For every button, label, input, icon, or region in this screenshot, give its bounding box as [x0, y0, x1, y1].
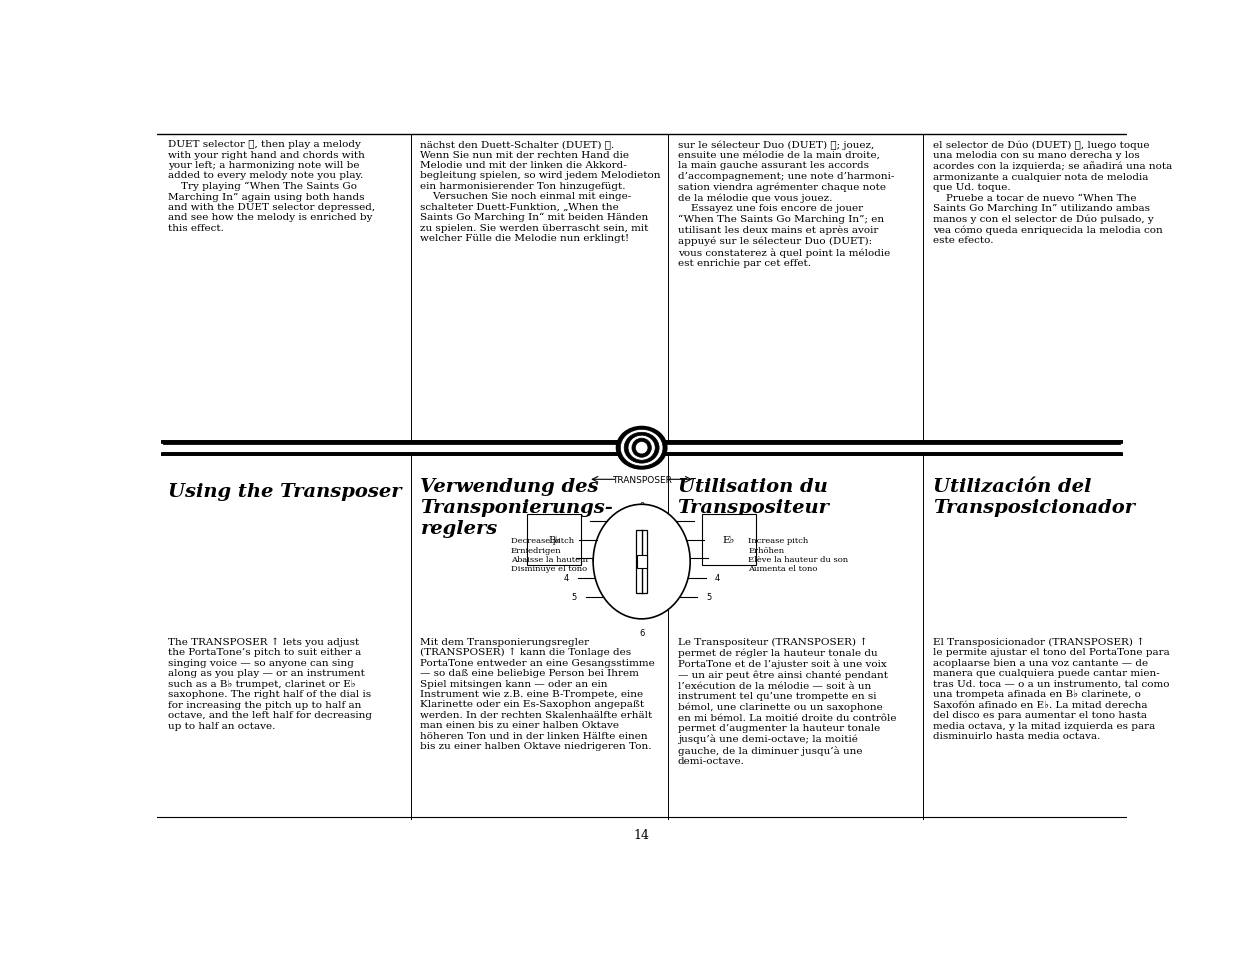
Text: 5: 5 — [572, 593, 577, 601]
Text: 14: 14 — [634, 828, 650, 841]
Text: sur le sélecteur Duo (DUET) ④; jouez,
ensuite une mélodie de la main droite,
la : sur le sélecteur Duo (DUET) ④; jouez, en… — [677, 140, 894, 268]
Text: el selector de Dúo (DUET) ④, luego toque
una melodia con su mano derecha y los
a: el selector de Dúo (DUET) ④, luego toque… — [933, 140, 1172, 245]
Text: 8: 8 — [639, 444, 645, 453]
Text: DUET selector ④, then play a melody
with your right hand and chords with
your le: DUET selector ④, then play a melody with… — [168, 140, 376, 233]
Ellipse shape — [616, 427, 667, 470]
Ellipse shape — [625, 433, 659, 464]
Text: 2: 2 — [712, 536, 719, 544]
Ellipse shape — [629, 436, 655, 460]
Text: Utilisation du
Transpositeur: Utilisation du Transpositeur — [677, 477, 829, 517]
Text: 3: 3 — [716, 554, 722, 563]
Ellipse shape — [635, 442, 649, 455]
Text: Decrease pitch
Erniedrigen
Abaisse la hauteur du son
Disminuye el tono: Decrease pitch Erniedrigen Abaisse la ha… — [511, 537, 620, 573]
Text: Increase pitch
Erhöhen
Elève la hauteur du son
Aumenta el tono: Increase pitch Erhöhen Elève la hauteur … — [749, 537, 849, 573]
Text: 4: 4 — [563, 574, 568, 582]
Text: El Transposicionador (TRANSPOSER) ↑
le permite ajustar el tono del PortaTone par: El Transposicionador (TRANSPOSER) ↑ le p… — [933, 637, 1169, 740]
Text: 5: 5 — [706, 593, 711, 601]
Text: 3: 3 — [561, 554, 567, 563]
Text: Utilización del
Transposicionador: Utilización del Transposicionador — [933, 477, 1134, 517]
Text: Mit dem Transponierungsregler
(TRANSPOSER) ↑ kann die Tonlage des
PortaTone entw: Mit dem Transponierungsregler (TRANSPOSE… — [421, 637, 655, 750]
Bar — [637, 556, 646, 569]
Text: 2: 2 — [565, 536, 571, 544]
Text: TRANSPOSER: TRANSPOSER — [612, 476, 671, 485]
Text: 0: 0 — [639, 501, 645, 510]
Bar — [636, 531, 647, 593]
Ellipse shape — [593, 505, 690, 619]
Text: E♭: E♭ — [722, 536, 735, 544]
Text: 4: 4 — [715, 574, 720, 582]
Text: The TRANSPOSER ↑ lets you adjust
the PortaTone’s pitch to suit either a
singing : The TRANSPOSER ↑ lets you adjust the Por… — [168, 637, 372, 730]
Ellipse shape — [620, 430, 664, 467]
Text: 1: 1 — [702, 517, 707, 526]
Text: 6: 6 — [639, 628, 645, 637]
Text: Verwendung des
Transponierungs-
reglers: Verwendung des Transponierungs- reglers — [421, 477, 613, 537]
Ellipse shape — [632, 438, 651, 457]
Text: nächst den Duett-Schalter (DUET) ④.
Wenn Sie nun mit der rechten Hand die
Melodi: nächst den Duett-Schalter (DUET) ④. Wenn… — [421, 140, 661, 243]
Text: Le Transpositeur (TRANSPOSER) ↑
permet de régler la hauteur tonale du
PortaTone : Le Transpositeur (TRANSPOSER) ↑ permet d… — [677, 637, 896, 765]
Text: B♭: B♭ — [548, 536, 561, 544]
Text: Using the Transposer: Using the Transposer — [168, 483, 402, 500]
Text: 1: 1 — [576, 517, 581, 526]
